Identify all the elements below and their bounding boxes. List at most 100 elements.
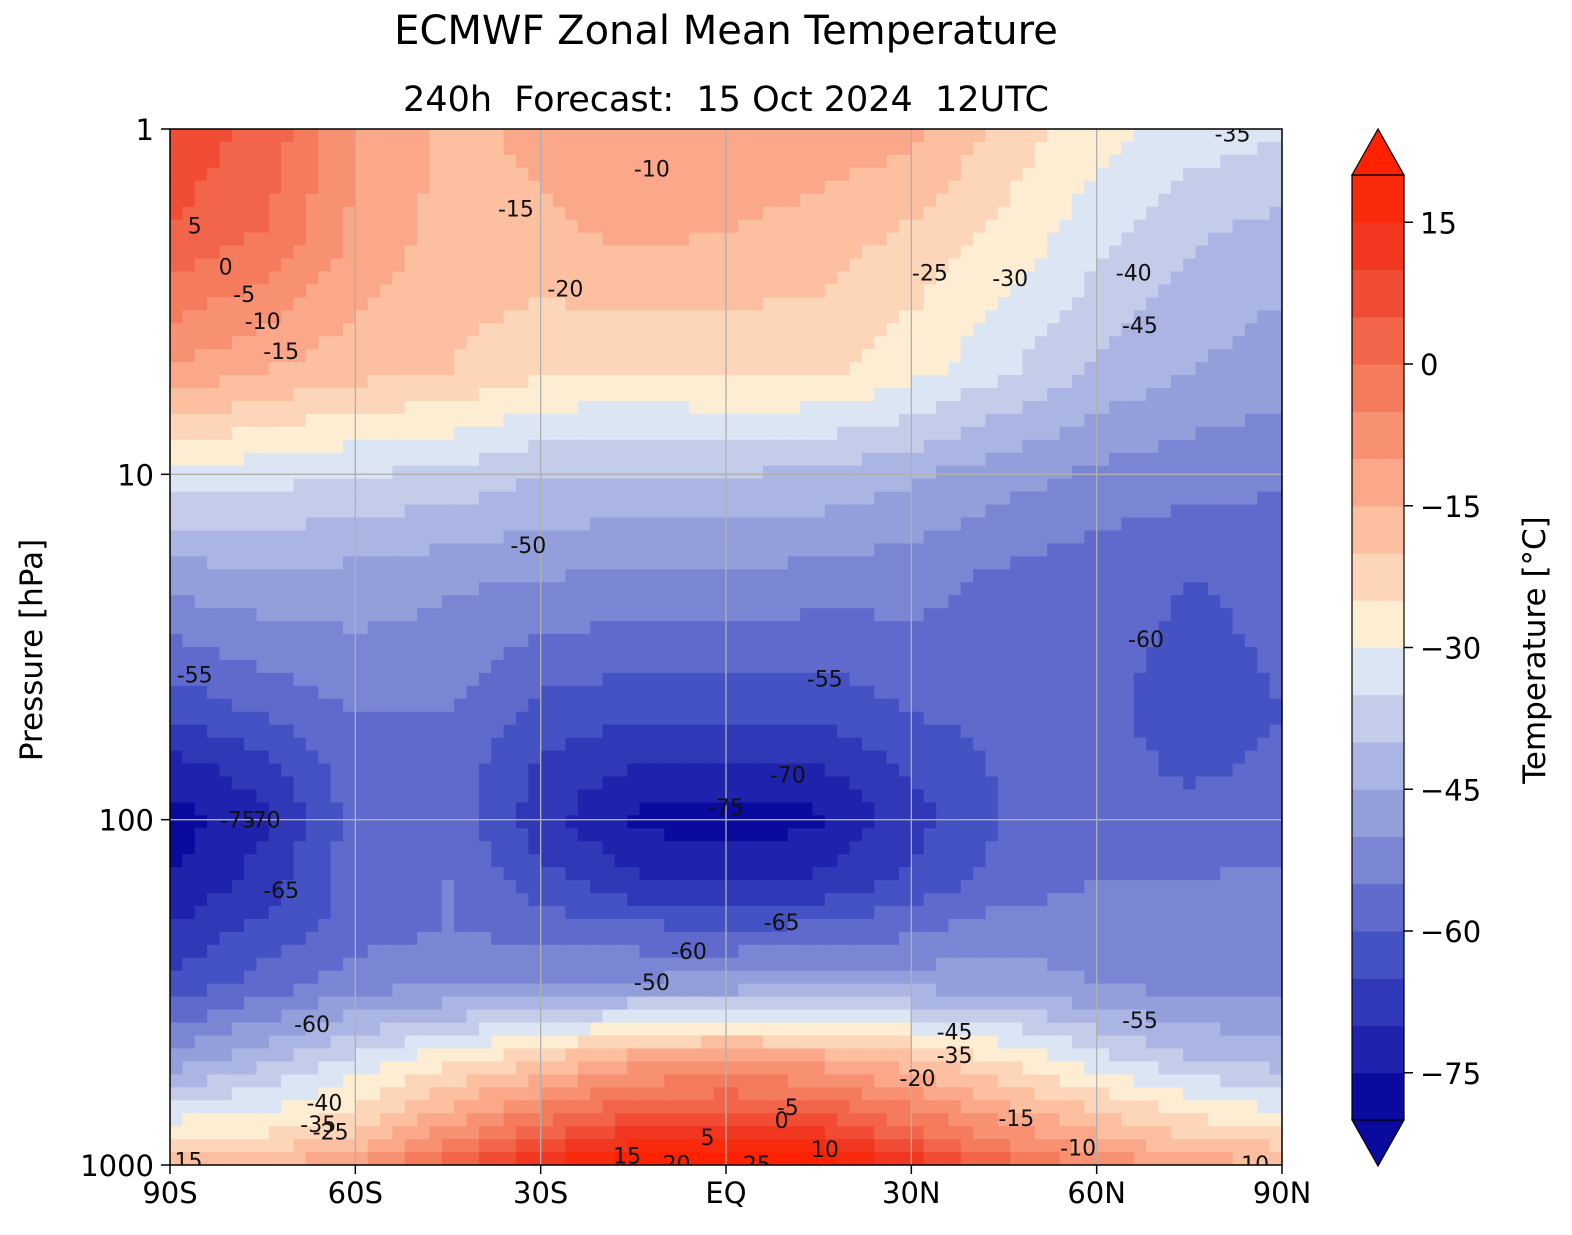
field-cell [491,802,505,816]
field-cell [1096,426,1110,441]
field-cell [676,698,690,713]
field-cell [775,621,789,635]
field-cell [1133,478,1147,493]
field-cell [701,426,715,441]
field-cell [1109,634,1122,648]
field-cell [824,349,838,363]
field-cell [997,595,1011,609]
field-cell [651,698,665,713]
field-cell [775,245,789,260]
field-cell [404,608,418,622]
field-cell [590,737,604,752]
field-cell [1047,530,1061,544]
field-cell [330,426,344,441]
field-cell [948,206,962,221]
field-cell [503,582,517,596]
field-cell [775,388,789,402]
field-cell [1146,789,1160,803]
field-cell [627,672,641,687]
field-cell [713,323,727,337]
field-cell [936,258,949,273]
field-cell [812,271,826,285]
field-cell [478,388,492,402]
field-cell [305,504,319,519]
field-cell [1071,452,1085,467]
field-cell [763,400,777,415]
field-cell [565,362,579,376]
field-cell [392,167,406,182]
field-cell [478,504,492,519]
field-cell [244,789,258,803]
field-cell [948,750,962,765]
field-cell [923,659,937,674]
field-cell [861,323,875,337]
field-cell [466,323,480,337]
field-cell [268,608,282,622]
field-cell [775,413,789,428]
field-cell [602,621,616,635]
field-cell [454,634,468,648]
field-cell [478,426,492,441]
field-cell [528,724,542,739]
field-cell [429,297,443,311]
field-cell [1059,439,1073,454]
field-cell [404,452,418,467]
field-cell [824,271,838,285]
field-cell [911,375,925,389]
field-cell [355,193,369,208]
field-cell [404,154,418,169]
field-cell [676,582,690,596]
field-cell [639,232,653,247]
field-cell [738,349,752,363]
field-cell [219,815,233,829]
field-cell [1257,232,1271,247]
field-cell [898,388,912,402]
field-cell [787,206,801,221]
field-cell [614,685,628,700]
field-cell [170,789,183,803]
field-cell [1133,595,1147,609]
field-cell [1158,439,1172,454]
field-cell [923,828,937,842]
field-cell [553,647,566,661]
field-cell [565,841,579,855]
field-cell [948,167,962,182]
field-cell [577,789,591,803]
field-cell [738,659,752,674]
field-cell [936,232,949,247]
field-cell [726,362,739,376]
field-cell [392,634,406,648]
field-cell [787,375,801,389]
field-cell [923,530,937,544]
field-cell [268,841,282,855]
field-cell [1047,659,1061,674]
field-cell [911,219,925,234]
field-cell [651,258,665,273]
field-cell [219,180,233,195]
field-cell [1034,232,1048,247]
field-cell [417,284,431,298]
field-cell [651,621,665,635]
field-cell [849,659,863,674]
field-cell [194,336,208,350]
field-cell [256,569,270,583]
field-cell [268,595,282,609]
field-cell [812,711,826,726]
field-cell [627,841,641,855]
field-cell [293,310,307,324]
field-cell [305,621,319,635]
field-cell [688,336,702,350]
field-cell [219,724,233,739]
field-cell [787,698,801,713]
field-cell [207,647,221,661]
field-cell [985,232,999,247]
field-cell [466,608,480,622]
field-cell [837,232,851,247]
field-cell [1269,569,1282,583]
field-cell [491,375,505,389]
field-cell [627,763,641,778]
field-cell [170,439,183,454]
field-cell [553,543,566,557]
field-cell [553,362,566,376]
field-cell [466,828,480,842]
